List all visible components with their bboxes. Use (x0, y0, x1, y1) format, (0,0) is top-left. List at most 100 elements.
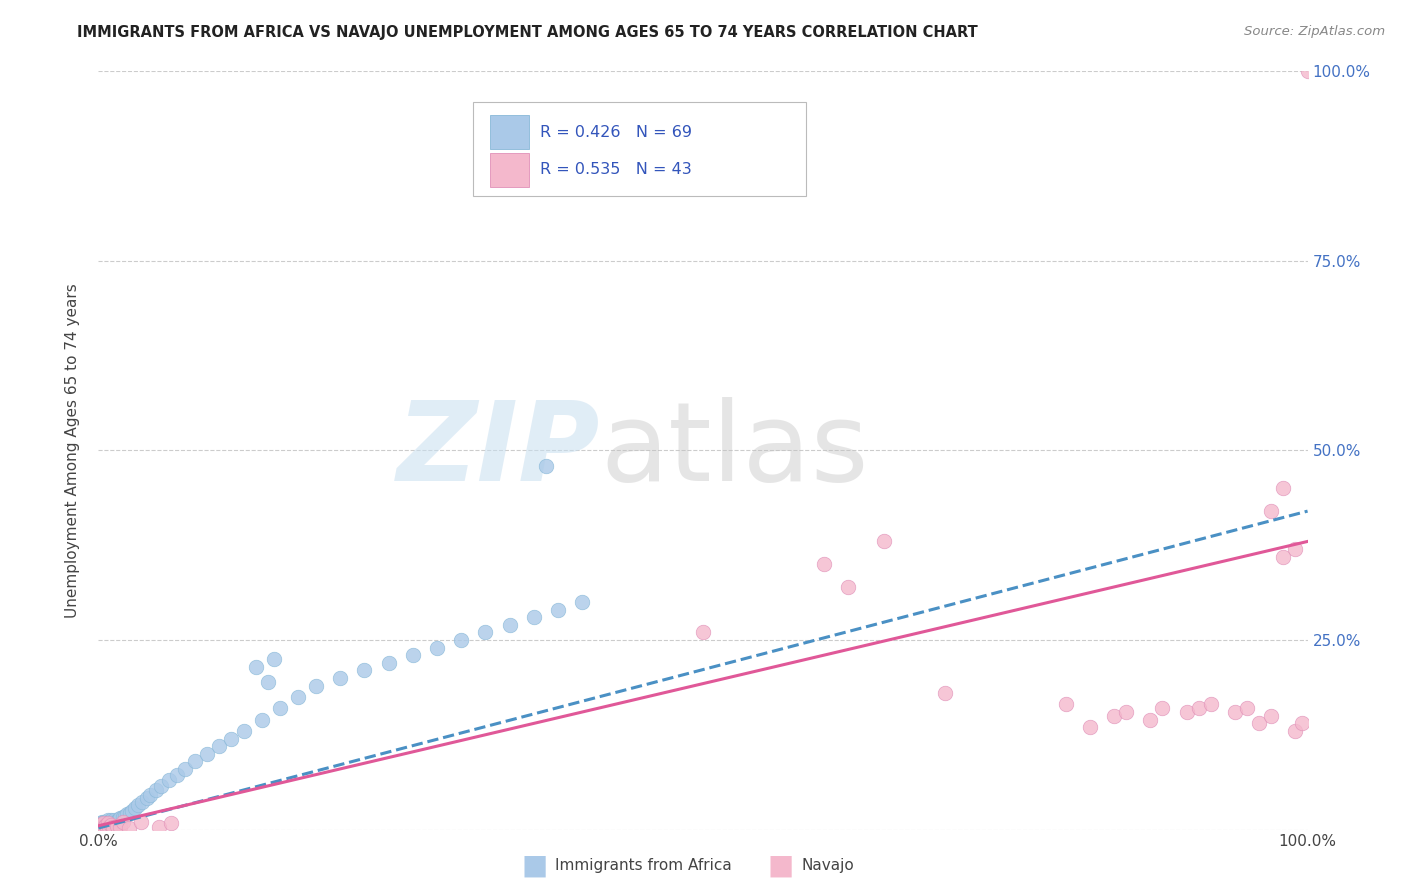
Text: IMMIGRANTS FROM AFRICA VS NAVAJO UNEMPLOYMENT AMONG AGES 65 TO 74 YEARS CORRELAT: IMMIGRANTS FROM AFRICA VS NAVAJO UNEMPLO… (77, 25, 979, 40)
Point (94, 818, 117, 832)
Point (90, 821, 112, 835)
Text: R = 0.535   N = 43: R = 0.535 N = 43 (540, 162, 692, 178)
Point (93, 815, 115, 830)
Point (131, 795, 153, 809)
Point (1054, 698, 1077, 712)
Point (93, 819, 115, 833)
Point (114, 809, 136, 823)
Point (91, 816, 114, 830)
Point (89, 819, 111, 833)
Point (100, 814, 122, 828)
Point (166, 768, 188, 782)
Point (269, 701, 291, 715)
Point (90, 818, 112, 832)
Point (105, 819, 128, 833)
Point (287, 690, 309, 704)
Point (305, 678, 328, 692)
Point (91, 815, 114, 830)
Point (160, 816, 183, 830)
Point (353, 664, 375, 678)
Point (96, 815, 118, 830)
Point (1249, 716, 1271, 731)
Point (813, 557, 835, 572)
Point (135, 790, 157, 805)
Point (96, 820, 118, 834)
Point (111, 810, 134, 824)
Point (1199, 698, 1222, 712)
Point (103, 814, 125, 828)
Point (474, 625, 496, 640)
Point (1284, 542, 1306, 557)
Text: R = 0.426   N = 69: R = 0.426 N = 69 (540, 125, 692, 139)
Point (91, 819, 114, 833)
Text: ZIP: ZIP (396, 397, 600, 504)
Point (98, 820, 121, 834)
Point (1102, 708, 1125, 723)
Point (1260, 504, 1282, 518)
Point (100, 815, 122, 830)
Point (1272, 549, 1295, 564)
Point (93, 820, 115, 834)
Point (98, 815, 121, 830)
Point (94, 821, 117, 835)
Point (195, 747, 218, 761)
Point (104, 816, 127, 830)
Point (101, 816, 124, 830)
Point (148, 820, 170, 834)
Point (534, 458, 557, 473)
Point (111, 815, 134, 830)
Point (245, 659, 267, 673)
Point (97, 816, 120, 830)
Point (1284, 724, 1306, 739)
Point (1175, 705, 1198, 719)
Point (1139, 713, 1161, 727)
Point (221, 731, 243, 746)
Point (121, 804, 143, 818)
Point (94, 821, 117, 835)
FancyBboxPatch shape (474, 102, 806, 196)
Point (426, 640, 449, 655)
Point (1272, 482, 1295, 496)
Point (547, 603, 569, 617)
Point (100, 820, 122, 834)
Point (837, 580, 859, 594)
FancyBboxPatch shape (491, 153, 529, 186)
Point (157, 773, 180, 788)
Text: atlas: atlas (600, 397, 869, 504)
Text: Immigrants from Africa: Immigrants from Africa (555, 858, 733, 872)
Point (108, 820, 131, 834)
Text: ■: ■ (768, 851, 793, 880)
FancyBboxPatch shape (491, 115, 529, 149)
Point (571, 595, 593, 609)
Point (1188, 701, 1211, 715)
Point (139, 788, 162, 802)
Point (523, 610, 546, 624)
Text: Source: ZipAtlas.com: Source: ZipAtlas.com (1244, 25, 1385, 38)
Point (232, 724, 254, 739)
Point (873, 534, 896, 549)
Point (101, 820, 124, 834)
Point (91, 820, 114, 834)
Point (1236, 701, 1258, 715)
Point (1260, 708, 1282, 723)
Point (208, 739, 231, 753)
Point (934, 686, 956, 700)
Point (98, 820, 121, 834)
Point (124, 801, 146, 815)
Point (118, 821, 141, 835)
Point (108, 812, 131, 826)
Point (127, 798, 149, 813)
Point (90, 816, 112, 830)
Point (1291, 716, 1313, 731)
Text: Navajo: Navajo (801, 858, 855, 872)
Point (105, 815, 128, 830)
Point (263, 652, 285, 666)
Point (91, 821, 114, 835)
Point (150, 779, 173, 793)
Point (97, 814, 120, 828)
Point (450, 633, 472, 648)
Point (692, 625, 714, 640)
Point (107, 814, 129, 828)
Point (256, 674, 278, 689)
Point (117, 807, 139, 822)
